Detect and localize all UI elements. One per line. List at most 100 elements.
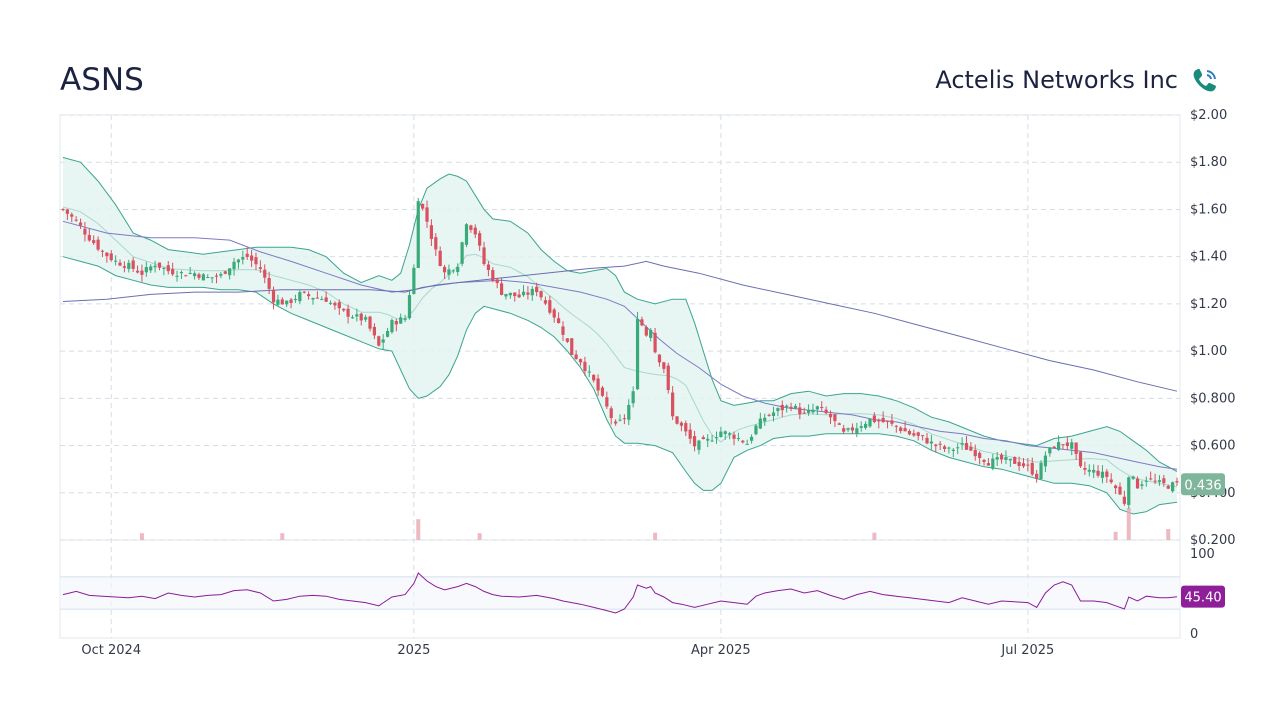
candle-body (1017, 461, 1021, 466)
candle-body (570, 338, 574, 355)
candle-body (127, 262, 131, 269)
phone-icon[interactable] (1190, 66, 1220, 96)
candle-body (412, 267, 416, 294)
price-tick-label: $1.80 (1190, 155, 1227, 170)
candle-body (1175, 481, 1179, 483)
candle-body (881, 417, 885, 423)
candle-body (679, 422, 684, 426)
candle-body (644, 327, 648, 336)
candle-body (206, 277, 210, 279)
candle-body (1052, 446, 1056, 448)
candle-body (701, 437, 705, 440)
candle-body (333, 302, 337, 306)
candle-body (214, 275, 219, 277)
candle-body (929, 441, 933, 444)
candle-body (872, 415, 876, 422)
candle-body (868, 418, 872, 427)
candle-body (469, 225, 473, 230)
candle-body (456, 266, 460, 273)
candle-body (605, 397, 609, 407)
candle-body (254, 257, 258, 265)
candle-body (109, 253, 113, 261)
candle-body (61, 209, 65, 211)
candle-body (289, 299, 293, 303)
candle-body (364, 317, 368, 320)
candle-body (346, 308, 350, 317)
candle-body (828, 413, 833, 418)
candle-body (736, 438, 741, 440)
candle-body (526, 292, 530, 295)
candle-body (385, 331, 390, 337)
candle-body (885, 420, 890, 423)
candle-body (850, 427, 855, 431)
price-tick-label: $0.200 (1190, 533, 1236, 548)
candle-body (662, 362, 666, 369)
candle-body (1157, 480, 1162, 482)
candle-body (1048, 447, 1052, 454)
candle-body (877, 420, 881, 422)
volume-bar (1166, 529, 1171, 540)
last-price-badge (1181, 473, 1225, 496)
candle-body (837, 423, 841, 425)
candle-body (719, 431, 723, 437)
candle-body (320, 299, 324, 301)
candle-body (706, 438, 710, 441)
candle-body (513, 292, 517, 297)
candle-body (596, 378, 600, 391)
candle-body (833, 414, 837, 422)
candle-body (135, 270, 140, 273)
time-tick-label: 2025 (397, 643, 430, 658)
candle-body (249, 255, 254, 261)
candle-body (824, 409, 828, 414)
candle-body (473, 227, 477, 235)
candle-body (798, 407, 802, 415)
candle-body (728, 433, 732, 435)
candle-body (578, 359, 583, 363)
rsi-tick-label: 0 (1190, 627, 1198, 642)
candle-body (583, 361, 587, 371)
candle-body (767, 414, 771, 416)
candle-body (153, 265, 157, 268)
candle-body (692, 436, 697, 447)
candle-body (982, 459, 986, 462)
candle-body (447, 269, 451, 275)
candle-body (478, 233, 482, 246)
volume-bar (477, 533, 482, 540)
candle-body (267, 278, 271, 289)
candle-body (179, 272, 184, 274)
candle-body (390, 320, 394, 333)
candle-body (280, 299, 284, 305)
candle-body (938, 443, 942, 445)
candle-body (1122, 496, 1126, 504)
candle-body (1113, 485, 1118, 489)
candle-body (1140, 484, 1144, 486)
candle-body (403, 318, 407, 320)
volume-bar (872, 532, 877, 540)
company-name: Actelis Networks Inc (935, 66, 1178, 94)
candle-body (789, 406, 793, 409)
candle-body (1008, 458, 1012, 461)
candle-body (539, 291, 543, 298)
volume-bar (1113, 531, 1118, 540)
candle-body (1070, 442, 1074, 449)
candle-body (87, 234, 91, 241)
candle-body (1056, 442, 1061, 450)
candle-body (421, 204, 425, 209)
candle-body (65, 209, 69, 214)
candle-body (100, 250, 105, 252)
candle-body (1039, 462, 1043, 479)
candle-body (820, 407, 824, 409)
candle-body (482, 247, 486, 264)
candle-body (951, 449, 955, 451)
candle-body (131, 260, 135, 269)
candle-body (960, 443, 964, 445)
time-tick-label: Apr 2025 (691, 643, 751, 658)
candle-body (1013, 457, 1017, 464)
candle-body (1153, 480, 1157, 482)
volume-bar (416, 519, 421, 540)
candle-body (969, 446, 973, 451)
candle-body (83, 228, 87, 235)
candle-body (912, 433, 916, 436)
candle-body (785, 405, 789, 408)
candle-body (666, 365, 670, 391)
